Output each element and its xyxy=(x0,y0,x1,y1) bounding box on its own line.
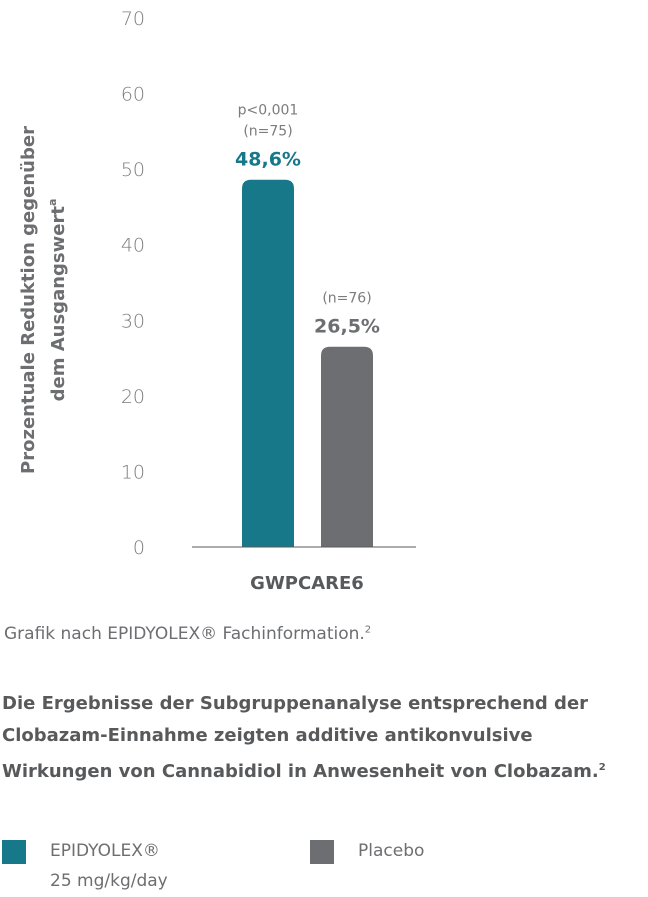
y-axis-label: Prozentuale Reduktion gegenüber xyxy=(18,126,39,474)
data-label: 26,5% xyxy=(314,316,380,338)
y-tick-label: 10 xyxy=(121,461,145,483)
legend-label-placebo: Placebo xyxy=(358,841,425,861)
bar xyxy=(321,346,373,547)
legend-item-epidyolex: EPIDYOLEX® 25 mg/kg/day xyxy=(2,836,168,896)
y-axis-ticks: 0 10 20 30 40 50 60 70 xyxy=(121,8,145,559)
y-tick-label: 30 xyxy=(121,310,145,332)
legend-swatch-epidyolex xyxy=(2,840,26,864)
bar-annotation: (n=76) xyxy=(322,291,371,307)
y-tick-label: 40 xyxy=(121,235,145,257)
data-label: 48,6% xyxy=(235,149,301,171)
category-label: GWPCARE6 xyxy=(250,573,364,594)
result-statement: Die Ergebnisse der Subgruppenanalyse ent… xyxy=(2,693,606,782)
y-tick-label: 70 xyxy=(121,8,145,30)
bar xyxy=(242,179,294,548)
y-axis-label-line2: dem Ausgangswerta xyxy=(46,199,69,402)
legend-label-epidyolex: EPIDYOLEX® xyxy=(50,841,160,861)
source-note: Grafik nach EPIDYOLEX® Fachinformation.2 xyxy=(4,624,372,644)
y-tick-label: 60 xyxy=(121,84,145,106)
y-tick-label: 50 xyxy=(121,159,145,181)
y-tick-label: 0 xyxy=(133,537,145,559)
bars: 48,6% p<0,001 (n=75) 26,5% (n=76) xyxy=(235,103,380,548)
bar-annotation: p<0,001 xyxy=(238,103,299,119)
bar-chart: 0 10 20 30 40 50 60 70 Prozentuale Reduktion ge… xyxy=(18,8,416,594)
bar-annotation: (n=75) xyxy=(243,124,292,140)
legend-label-epidyolex-dose: 25 mg/kg/day xyxy=(50,871,168,891)
legend-swatch-placebo xyxy=(310,840,334,864)
y-tick-label: 20 xyxy=(121,386,145,408)
legend-item-placebo: Placebo xyxy=(310,836,424,866)
